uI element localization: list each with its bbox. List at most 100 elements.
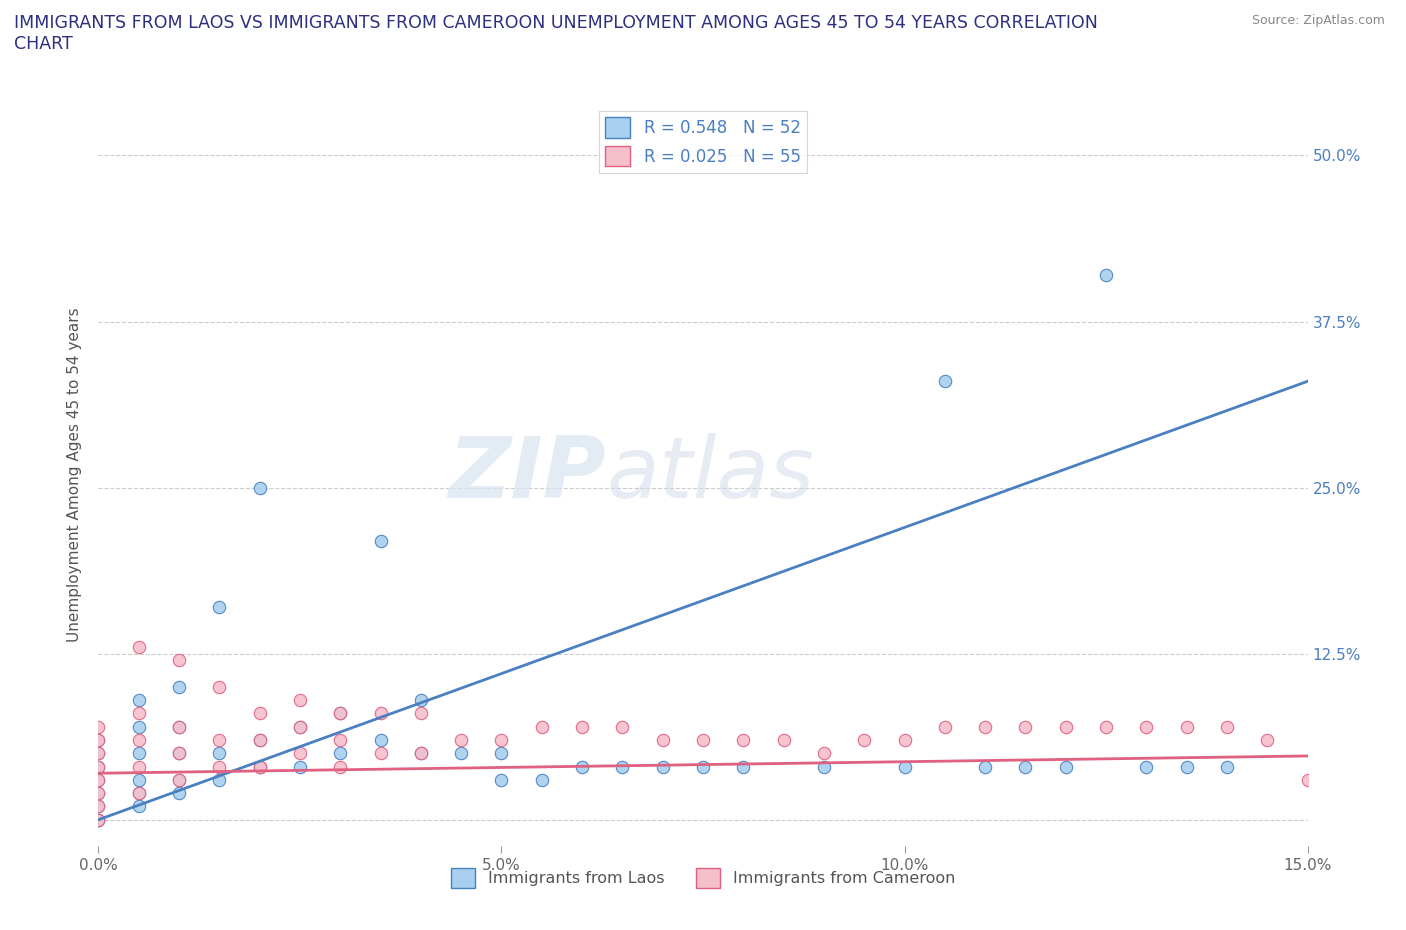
Point (934, 719, 956, 734)
Point (87, 812, 110, 827)
Point (87, 759, 110, 774)
Point (692, 759, 714, 774)
Point (974, 719, 997, 734)
Point (87, 719, 110, 734)
Point (128, 773, 150, 788)
Point (1095, 268, 1118, 283)
Point (249, 706, 271, 721)
Point (491, 746, 513, 761)
Point (167, 773, 190, 788)
Point (128, 746, 150, 761)
Point (167, 719, 190, 734)
Text: Source: ZipAtlas.com: Source: ZipAtlas.com (1251, 14, 1385, 27)
Point (87, 733, 110, 748)
Point (167, 773, 190, 788)
Point (167, 746, 190, 761)
Point (128, 759, 150, 774)
Point (208, 746, 231, 761)
Point (128, 733, 150, 748)
Point (1054, 719, 1077, 734)
Y-axis label: Unemployment Among Ages 45 to 54 years: Unemployment Among Ages 45 to 54 years (67, 307, 83, 642)
Point (87, 746, 110, 761)
Legend: Immigrants from Laos, Immigrants from Cameroon: Immigrants from Laos, Immigrants from Ca… (444, 862, 962, 894)
Point (651, 733, 673, 748)
Point (813, 746, 835, 761)
Point (249, 733, 271, 748)
Point (288, 719, 311, 734)
Point (692, 733, 714, 748)
Point (208, 733, 231, 748)
Point (329, 759, 352, 774)
Point (491, 773, 513, 788)
Point (87, 786, 110, 801)
Point (1216, 719, 1239, 734)
Point (409, 746, 432, 761)
Point (409, 746, 432, 761)
Point (288, 759, 311, 774)
Point (288, 693, 311, 708)
Point (612, 759, 634, 774)
Point (128, 786, 150, 801)
Point (370, 706, 392, 721)
Point (450, 733, 472, 748)
Point (571, 759, 593, 774)
Point (1296, 773, 1319, 788)
Point (1014, 759, 1036, 774)
Point (893, 759, 915, 774)
Point (370, 746, 392, 761)
Point (1095, 719, 1118, 734)
Point (1135, 719, 1157, 734)
Point (288, 746, 311, 761)
Point (128, 706, 150, 721)
Point (853, 733, 876, 748)
Point (491, 733, 513, 748)
Point (87, 799, 110, 814)
Point (249, 759, 271, 774)
Point (329, 733, 352, 748)
Point (128, 719, 150, 734)
Point (208, 680, 231, 695)
Point (934, 374, 956, 389)
Point (87, 773, 110, 788)
Point (733, 733, 755, 748)
Point (450, 746, 472, 761)
Point (167, 680, 190, 695)
Point (409, 706, 432, 721)
Point (87, 786, 110, 801)
Point (612, 719, 634, 734)
Point (1014, 719, 1036, 734)
Point (288, 719, 311, 734)
Point (208, 600, 231, 615)
Point (329, 706, 352, 721)
Point (813, 759, 835, 774)
Point (974, 759, 997, 774)
Point (1135, 759, 1157, 774)
Point (87, 746, 110, 761)
Point (87, 773, 110, 788)
Point (1256, 733, 1278, 748)
Text: ZIP: ZIP (449, 432, 606, 516)
Point (409, 693, 432, 708)
Point (530, 719, 553, 734)
Point (1216, 759, 1239, 774)
Point (128, 786, 150, 801)
Point (772, 733, 794, 748)
Point (1054, 759, 1077, 774)
Point (249, 480, 271, 495)
Point (249, 733, 271, 748)
Point (87, 812, 110, 827)
Text: atlas: atlas (606, 432, 814, 516)
Point (329, 746, 352, 761)
Point (87, 812, 110, 827)
Point (893, 733, 915, 748)
Point (370, 533, 392, 548)
Point (1175, 759, 1198, 774)
Point (530, 773, 553, 788)
Point (329, 706, 352, 721)
Point (87, 799, 110, 814)
Point (208, 773, 231, 788)
Point (1175, 719, 1198, 734)
Point (733, 759, 755, 774)
Point (370, 733, 392, 748)
Point (167, 719, 190, 734)
